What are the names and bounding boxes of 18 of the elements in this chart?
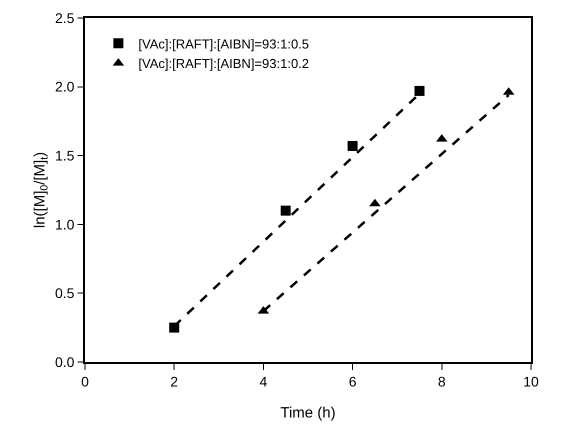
y-tick-label: 2.0 [54,78,75,95]
x-tick-label: 0 [81,374,90,390]
y-tick-label: 1.0 [54,216,75,232]
y-tick-label: 1.5 [54,148,75,164]
y-tick-label: 2.5 [54,10,75,26]
x-axis-title: Time (h) [280,404,336,422]
x-tick-label: 8 [438,374,446,390]
y-tick-label: 0.0 [54,354,75,370]
point [414,86,424,96]
x-tick-label: 4 [260,374,268,390]
point [280,206,291,216]
x-tick-label: 2 [170,374,178,390]
legend-label: [VAc]:[RAFT]:[AIBN]=93:1:0.5 [138,36,310,52]
x-tick-label: 6 [348,374,357,390]
point [348,140,358,151]
legend-label: [VAc]:[RAFT]:[AIBN]=93:1:0.2 [138,56,310,72]
x-tick-label: 10 [523,374,539,390]
y-tick-label: 0.5 [54,285,75,302]
